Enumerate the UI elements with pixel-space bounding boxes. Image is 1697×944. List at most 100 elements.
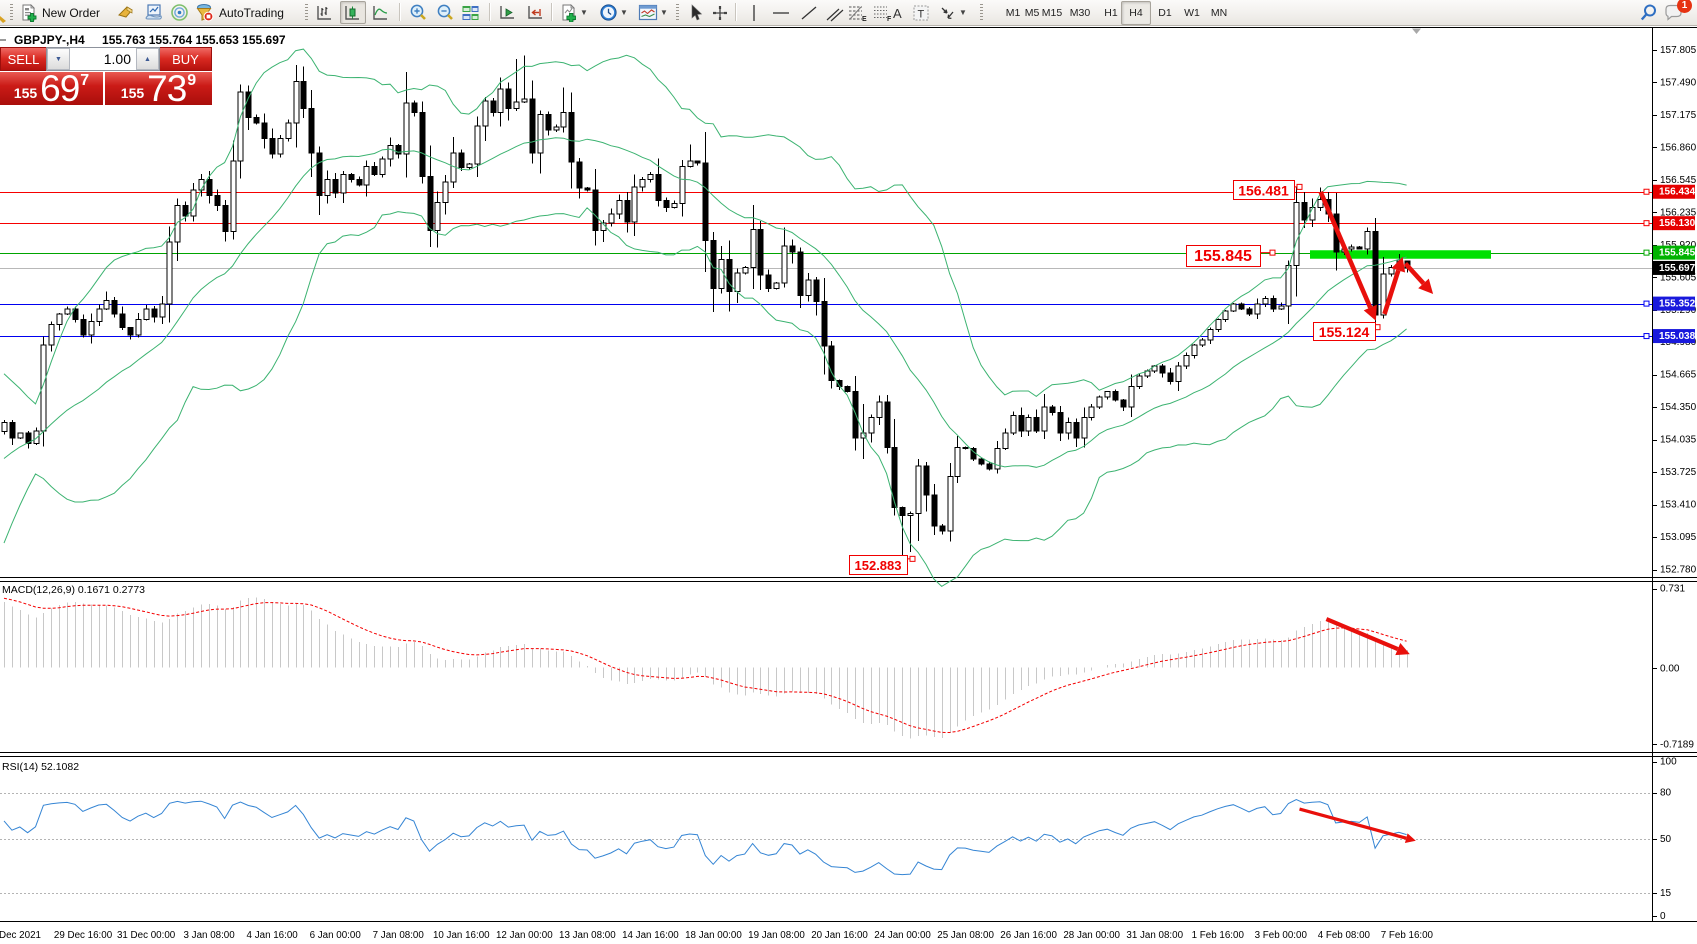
toolbar-item [340, 1, 366, 24]
timeframe-D1[interactable]: D1 [1158, 7, 1172, 19]
candle-bullish [868, 417, 875, 434]
candle-bullish [1317, 198, 1324, 209]
zoom-in-button[interactable] [404, 1, 432, 24]
buy-button[interactable]: BUY [160, 47, 212, 71]
autotrading-button[interactable]: AutoTrading [190, 1, 288, 24]
highlight-zone[interactable] [1310, 250, 1491, 259]
price-tick-label: 154.350 [1660, 402, 1697, 413]
candle-bearish [655, 174, 662, 201]
chart-window-button[interactable] [140, 1, 168, 24]
rsi-line [3, 798, 1407, 876]
periods-button[interactable]: ▼ [595, 1, 632, 24]
price-label-156.481[interactable]: 156.481 [1233, 180, 1303, 200]
price-badge [1653, 184, 1695, 199]
auto-scroll-button[interactable] [494, 1, 521, 24]
timeframe-M30[interactable]: M30 [1069, 7, 1091, 19]
hline-end-marker[interactable] [1643, 220, 1650, 227]
hline-end-marker[interactable] [1643, 300, 1650, 307]
crosshair-button[interactable] [707, 1, 733, 24]
candle-bearish [828, 345, 835, 381]
hline-end-marker[interactable] [1643, 188, 1650, 195]
hline-end-marker[interactable] [1643, 249, 1650, 256]
timeframe-M1[interactable]: M1 [1005, 7, 1021, 19]
time-axis-label: 28 Jan 00:00 [1063, 930, 1120, 941]
templates-dropdown-arrow[interactable]: ▼ [660, 8, 668, 17]
candle-chart-button[interactable] [340, 1, 366, 24]
trend-arrow-shaft [1299, 807, 1407, 840]
price-label-box [1313, 322, 1376, 341]
arrows-button[interactable]: ▼ [934, 1, 971, 24]
candle-bearish [214, 194, 221, 207]
candle-bearish [1112, 391, 1119, 401]
bar-chart-button[interactable] [312, 1, 338, 24]
zoom-out-button[interactable] [431, 1, 459, 24]
volume-decrease-button[interactable]: ▼ [47, 48, 70, 70]
price-label-152.883[interactable]: 152.883 [849, 555, 916, 575]
trend-arrow-5[interactable] [1299, 807, 1416, 843]
indicators-dropdown-arrow[interactable]: ▼ [580, 8, 588, 17]
candle-bullish [17, 432, 24, 439]
sell-button[interactable]: SELL [0, 47, 46, 71]
svg-text:A: A [893, 6, 902, 21]
trend-arrow-1[interactable] [1318, 190, 1377, 321]
chart-shift-marker[interactable] [1412, 28, 1421, 35]
templates-button[interactable]: ▼ [634, 1, 672, 24]
volume-input[interactable] [70, 48, 136, 70]
trend-arrow-3[interactable] [1403, 261, 1434, 295]
text-button[interactable]: A [886, 1, 910, 24]
text-label-icon: T [913, 5, 929, 20]
volume-increase-button[interactable]: ▲ [136, 48, 159, 70]
fibonacci-fan-button[interactable]: F [868, 1, 896, 24]
candle-bearish [797, 251, 804, 297]
chart-shift-button[interactable] [522, 1, 549, 24]
timeframe-MN[interactable]: MN [1210, 7, 1228, 19]
arrows-dropdown-arrow[interactable]: ▼ [959, 8, 967, 17]
candle-bearish [884, 401, 891, 449]
indicators-button[interactable]: ▼ [556, 1, 592, 24]
candle-bearish [986, 463, 993, 470]
candle-bearish [939, 525, 946, 532]
fibonacci-button[interactable]: E [843, 1, 871, 24]
price-label-155.124[interactable]: 155.124 [1313, 322, 1381, 341]
hline-button[interactable] [768, 1, 794, 24]
vline-button[interactable] [742, 1, 766, 24]
timeframe-H1[interactable]: H1 [1104, 7, 1118, 19]
cursor-button[interactable] [683, 1, 708, 24]
buy-price-panel[interactable]: 155 73 9 [105, 70, 212, 107]
chart-window-icon [145, 3, 162, 19]
market-watch-button[interactable] [113, 1, 140, 24]
toolbar-item [166, 1, 193, 24]
toolbar-grip[interactable] [10, 4, 13, 20]
channel-button[interactable] [822, 1, 848, 24]
candle-bullish [947, 475, 954, 532]
toolbar-grip[interactable] [305, 4, 308, 20]
toolbar-grip[interactable] [676, 4, 679, 20]
candle-bullish [1364, 230, 1371, 250]
trend-arrow-4[interactable] [1325, 617, 1410, 656]
timeframe-H4[interactable]: H4 [1121, 1, 1151, 25]
timeframe-M5[interactable]: M5 [1024, 7, 1040, 19]
timeframe-W1[interactable]: W1 [1184, 7, 1200, 19]
candle-bullish [671, 203, 678, 209]
notifications-button[interactable]: 1 [1659, 0, 1692, 24]
price-label-155.845[interactable]: 155.845 [1186, 245, 1276, 267]
rsi-scale-label: 80 [1660, 788, 1672, 799]
new-order-button[interactable]: New Order [16, 1, 104, 24]
tile-windows-button[interactable] [457, 1, 484, 24]
sell-price-panel[interactable]: 155 69 7 [0, 70, 103, 107]
toolbar-grip[interactable] [980, 4, 983, 20]
text-label-button[interactable]: T [908, 1, 934, 24]
hline-end-marker[interactable] [1643, 333, 1650, 340]
trendline-button[interactable] [796, 1, 822, 24]
candle-bearish [813, 279, 820, 303]
trend-arrow-head [1395, 643, 1410, 656]
trend-arrow-head [1391, 256, 1406, 273]
timeframe-M15[interactable]: M15 [1041, 7, 1063, 19]
signals-button[interactable] [166, 1, 193, 24]
search-button[interactable] [1634, 1, 1663, 24]
trend-arrow-2[interactable] [1382, 256, 1406, 315]
candle-bearish [80, 318, 87, 336]
line-chart-button[interactable] [368, 1, 394, 24]
periods-dropdown-arrow[interactable]: ▼ [620, 8, 628, 17]
